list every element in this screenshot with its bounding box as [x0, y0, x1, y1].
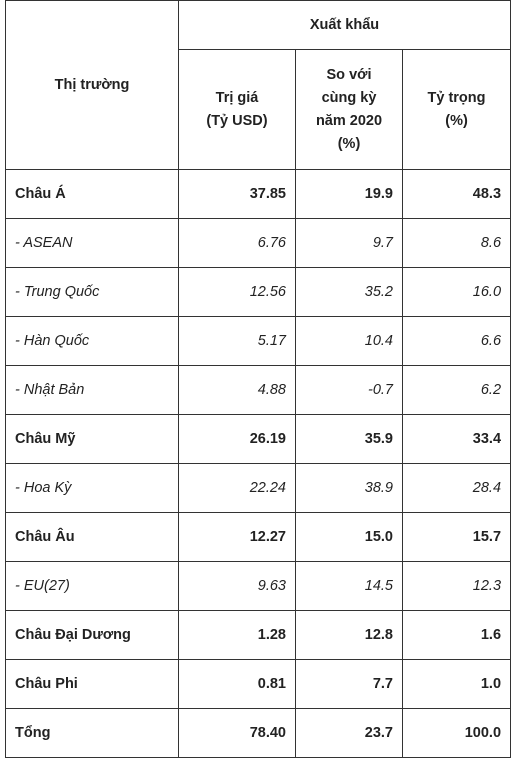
- header-value-line2: (Tỷ USD): [206, 112, 268, 129]
- market-name-cell: - EU(27): [5, 561, 179, 611]
- share-cell: 6.2: [401, 365, 512, 415]
- table-row: Châu Mỹ 26.19 35.9 33.4: [5, 414, 512, 464]
- value-cell: 9.63: [178, 561, 296, 611]
- share-cell: 28.4: [401, 463, 512, 513]
- header-yoy-line1: So với: [326, 66, 372, 83]
- share-cell: 12.3: [401, 561, 512, 611]
- header-export: Xuất khẩu: [177, 0, 512, 50]
- table-body: Châu Á 37.85 19.9 48.3- ASEAN 6.76 9.7 8.6- Tr…: [5, 169, 512, 758]
- share-cell: 1.6: [401, 610, 512, 660]
- yoy-cell: 15.0: [295, 512, 403, 562]
- market-name-cell: - Nhật Bản: [5, 365, 179, 415]
- yoy-cell: 9.7: [295, 218, 403, 268]
- market-name-cell: Châu Phi: [5, 659, 179, 709]
- yoy-cell: 23.7: [295, 708, 403, 758]
- market-name-cell: Châu Mỹ: [5, 414, 179, 464]
- header-row-sub: Trị giá (Tỷ USD) So với cùng kỳ năm 2020…: [6, 49, 512, 170]
- header-value-line1: Trị giá: [215, 89, 259, 106]
- value-cell: 26.19: [178, 414, 296, 464]
- market-name-cell: - Hoa Kỳ: [5, 463, 179, 513]
- yoy-cell: 35.9: [295, 414, 403, 464]
- table-row: Châu Á 37.85 19.9 48.3: [5, 169, 512, 219]
- value-cell: 78.40: [178, 708, 296, 758]
- header-yoy: So với cùng kỳ năm 2020 (%): [295, 49, 403, 170]
- value-cell: 6.76: [178, 218, 296, 268]
- value-cell: 1.28: [178, 610, 296, 660]
- header-value: Trị giá (Tỷ USD): [178, 49, 296, 170]
- market-name-cell: Châu Âu: [5, 512, 179, 562]
- value-cell: 22.24: [178, 463, 296, 513]
- yoy-cell: 12.8: [295, 610, 403, 660]
- table-row: - EU(27) 9.63 14.5 12.3: [5, 561, 512, 611]
- header-yoy-line3: năm 2020: [315, 112, 383, 129]
- market-name-cell: Châu Đại Dương: [5, 610, 179, 660]
- yoy-cell: 14.5: [295, 561, 403, 611]
- header-share: Tỷ trọng (%): [401, 49, 512, 170]
- header-market: Thị trường: [5, 0, 179, 170]
- market-name-cell: Tổng: [5, 708, 179, 758]
- table-row: - Nhật Bản 4.88 -0.7 6.2: [5, 365, 512, 415]
- market-name-cell: - Trung Quốc: [5, 267, 179, 317]
- table-row: Châu Phi 0.81 7.7 1.0: [5, 659, 512, 709]
- table-header: Thị trường Xuất khẩu Trị giá (Tỷ USD) So…: [5, 0, 512, 170]
- table-row: - ASEAN 6.76 9.7 8.6: [5, 218, 512, 268]
- share-cell: 16.0: [401, 267, 512, 317]
- yoy-cell: 35.2: [295, 267, 403, 317]
- value-cell: 12.56: [178, 267, 296, 317]
- table-row: - Hàn Quốc 5.17 10.4 6.6: [5, 316, 512, 366]
- value-cell: 0.81: [178, 659, 296, 709]
- market-name-cell: - Hàn Quốc: [5, 316, 179, 366]
- share-cell: 33.4: [401, 414, 512, 464]
- table-row: Châu Âu 12.27 15.0 15.7: [5, 512, 512, 562]
- header-share-line1: Tỷ trọng: [427, 89, 486, 106]
- table-row: - Trung Quốc 12.56 35.2 16.0: [5, 267, 512, 317]
- value-cell: 37.85: [178, 169, 296, 219]
- table-row: - Hoa Kỳ 22.24 38.9 28.4: [5, 463, 512, 513]
- share-cell: 1.0: [401, 659, 512, 709]
- yoy-cell: 7.7: [295, 659, 403, 709]
- header-row-top: Thị trường Xuất khẩu: [5, 0, 512, 170]
- share-cell: 100.0: [401, 708, 512, 758]
- table-row: Châu Đại Dương 1.28 12.8 1.6: [5, 610, 512, 660]
- value-cell: 4.88: [178, 365, 296, 415]
- yoy-cell: 38.9: [295, 463, 403, 513]
- header-yoy-line2: cùng kỳ: [321, 89, 377, 106]
- market-name-cell: - ASEAN: [5, 218, 179, 268]
- yoy-cell: -0.7: [295, 365, 403, 415]
- header-share-line2: (%): [445, 112, 468, 129]
- share-cell: 6.6: [401, 316, 512, 366]
- value-cell: 5.17: [178, 316, 296, 366]
- share-cell: 48.3: [401, 169, 512, 219]
- table-row: Tổng 78.40 23.7 100.0: [5, 708, 512, 758]
- yoy-cell: 19.9: [295, 169, 403, 219]
- share-cell: 8.6: [401, 218, 512, 268]
- header-yoy-line4: (%): [337, 135, 361, 152]
- share-cell: 15.7: [401, 512, 512, 562]
- market-name-cell: Châu Á: [5, 169, 179, 219]
- yoy-cell: 10.4: [295, 316, 403, 366]
- value-cell: 12.27: [178, 512, 296, 562]
- export-market-table: Thị trường Xuất khẩu Trị giá (Tỷ USD) So…: [5, 0, 512, 758]
